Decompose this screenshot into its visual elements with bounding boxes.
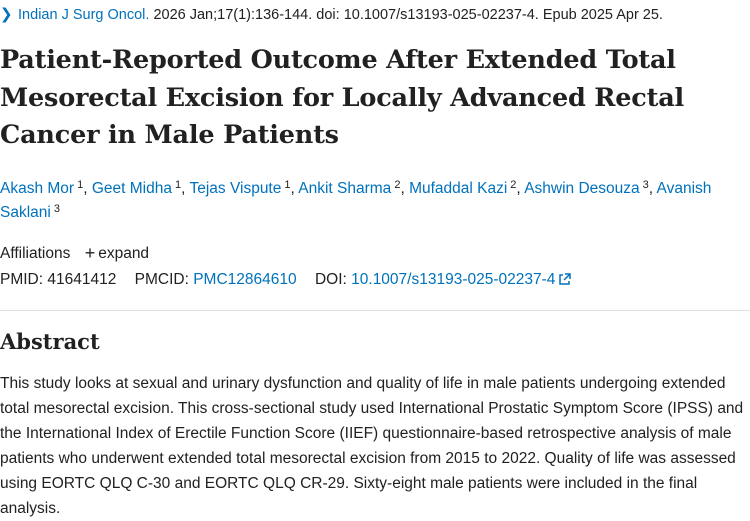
doi-label: DOI:: [314, 271, 347, 288]
author-link[interactable]: Mufaddal Kazi: [409, 180, 508, 197]
author-link[interactable]: Tejas Vispute: [189, 180, 282, 197]
author-affiliation-number: 1: [77, 179, 84, 191]
section-divider: [0, 310, 750, 311]
pmid-label: PMID:: [0, 271, 44, 288]
article-title: Patient-Reported Outcome After Extended …: [0, 45, 685, 150]
pmid-value: 41641412: [47, 271, 117, 288]
author-list: Akash Mor 1, Geet Midha 1, Tejas Vispute 1,…: [0, 177, 745, 225]
author-link[interactable]: Akash Mor: [0, 180, 75, 197]
author-link[interactable]: Ashwin Desouza: [524, 180, 640, 197]
author-separator: ,: [181, 180, 190, 197]
abstract-heading: Abstract: [0, 329, 100, 354]
author-link[interactable]: Ankit Sharma: [298, 180, 392, 197]
author-separator: ,: [648, 180, 657, 197]
author-separator: ,: [83, 180, 92, 197]
abstract-text: This study looks at sexual and urinary d…: [0, 375, 744, 517]
author-link[interactable]: Avanish Saklani: [0, 180, 712, 221]
author-link[interactable]: Geet Midha: [91, 180, 172, 197]
author-affiliation-number: 1: [284, 179, 291, 191]
citation-details: 2026 Jan;17(1):136-144. doi: 10.1007/s13…: [149, 7, 663, 23]
chevron-right-icon[interactable]: ❯: [0, 6, 13, 23]
affiliations-expand-button[interactable]: + expand: [84, 243, 150, 263]
pmcid-label: PMCID:: [134, 271, 189, 288]
author-separator: ,: [516, 180, 525, 197]
journal-link[interactable]: Indian J Surg Oncol.: [18, 7, 150, 23]
author-affiliation-number: 3: [53, 203, 60, 215]
author-separator: ,: [290, 180, 299, 197]
author-affiliation-number: 3: [642, 179, 649, 191]
doi-link[interactable]: 10.1007/s13193-025-02237-4: [351, 271, 572, 288]
doi-value: 10.1007/s13193-025-02237-4: [351, 271, 556, 288]
expand-label: expand: [98, 245, 150, 262]
author-affiliation-number: 1: [174, 179, 182, 191]
author-affiliation-number: 2: [510, 179, 517, 191]
author-affiliation-number: 2: [394, 179, 401, 191]
external-link-icon: [559, 273, 572, 285]
citation-line: ❯ Indian J Surg Oncol. 2026 Jan;17(1):13…: [0, 4, 663, 26]
plus-icon: +: [84, 243, 96, 263]
identifiers-row: PMID: 41641412 PMCID: PMC12864610 DOI: 1…: [0, 269, 572, 291]
affiliations-row: Affiliations + expand: [0, 241, 149, 265]
affiliations-label: Affiliations: [0, 245, 71, 262]
pmcid-link[interactable]: PMC12864610: [193, 271, 297, 288]
author-separator: ,: [400, 180, 410, 197]
